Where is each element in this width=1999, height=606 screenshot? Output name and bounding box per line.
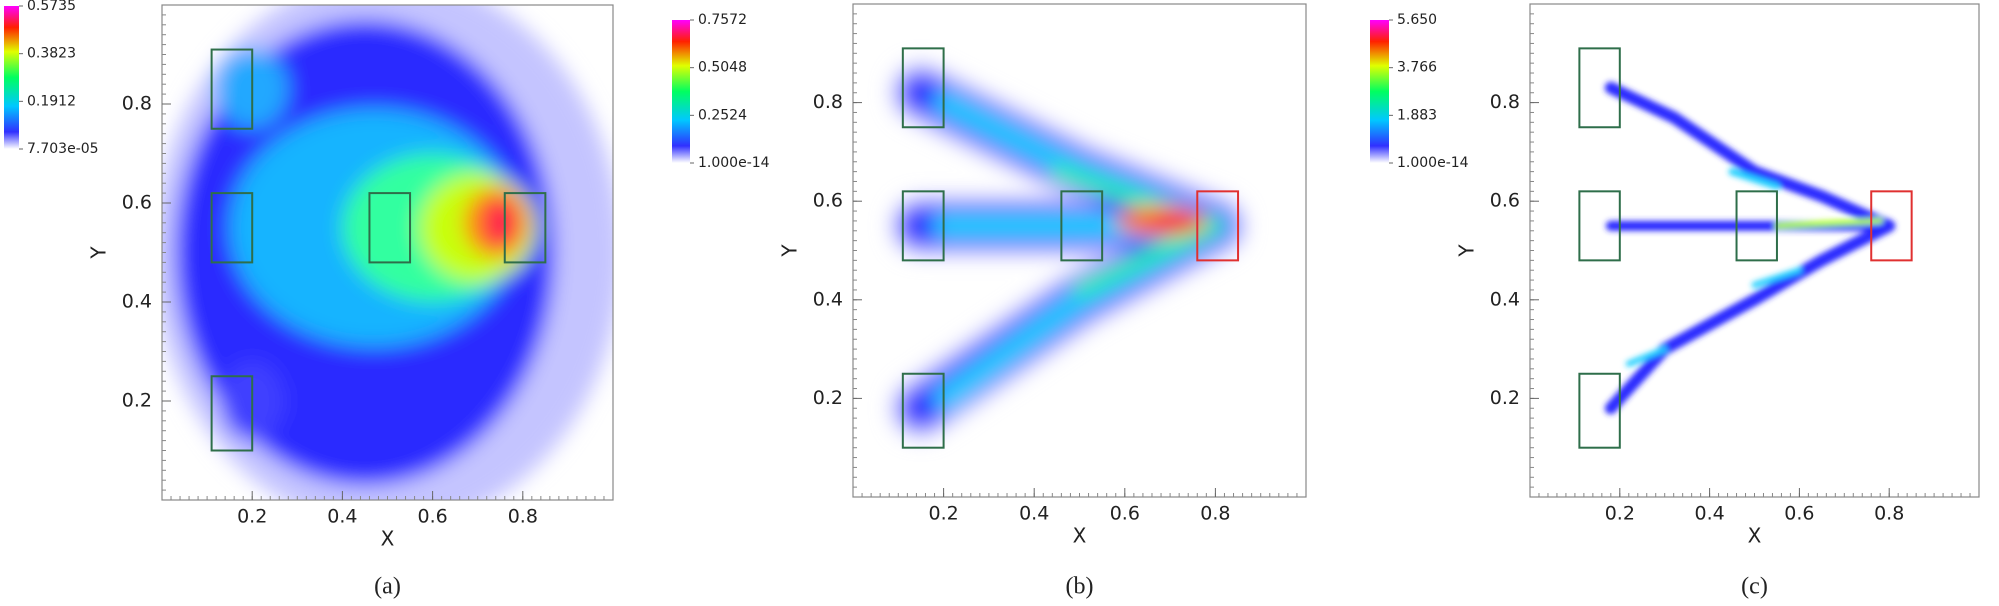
field-branch <box>1604 81 1896 232</box>
field-branch <box>1751 267 1803 289</box>
x-tick-label: 0.4 <box>1019 503 1049 525</box>
colorbar-label: 0.2524 <box>698 107 747 123</box>
colorbar-label: 1.000e-14 <box>1397 155 1469 171</box>
x-tick-label: 0.8 <box>1874 503 1904 525</box>
colorbar-label: 5.650 <box>1397 12 1437 28</box>
panel: 0.2 0.4 0.6 0.8 0.2 0.4 0.6 0.8 X Y (a) 7.703e-05 0.… <box>4 0 614 600</box>
field-branch <box>1073 219 1222 296</box>
field-branch <box>1625 346 1668 367</box>
region-box <box>901 190 945 262</box>
y-tick-label: 0.4 <box>122 291 152 313</box>
region-box <box>210 375 254 452</box>
y-tick-label: 0.2 <box>1490 387 1520 409</box>
x-tick-label: 0.6 <box>417 506 447 528</box>
x-tick-label: 0.2 <box>237 506 267 528</box>
colorbar <box>672 20 690 163</box>
colorbar-label: 7.703e-05 <box>27 141 99 157</box>
x-axis-label: X <box>1748 524 1762 548</box>
colorbar-label: 0.5048 <box>698 60 747 76</box>
y-tick-label: 0.8 <box>813 91 843 113</box>
y-tick-label: 0.8 <box>122 93 152 115</box>
target-box <box>1196 190 1240 262</box>
x-tick-label: 0.8 <box>1200 503 1230 525</box>
y-axis-label: Y <box>778 244 802 258</box>
field <box>890 62 1246 439</box>
x-axis-label: X <box>1073 524 1087 548</box>
y-tick-label: 0.6 <box>122 192 152 214</box>
panel-caption: (c) <box>1741 574 1768 600</box>
y-axis-label: Y <box>87 246 111 260</box>
field-branch <box>1728 168 1781 190</box>
x-tick-label: 0.2 <box>1605 503 1635 525</box>
region-box <box>1578 372 1621 449</box>
y-axis-label: Y <box>1455 244 1479 258</box>
region-box <box>901 372 945 449</box>
colorbar-label: 1.000e-14 <box>698 155 770 171</box>
x-tick-label: 0.4 <box>327 506 357 528</box>
y-tick-label: 0.8 <box>1490 91 1520 113</box>
colorbar-label: 0.5735 <box>27 0 76 14</box>
target-box <box>1870 190 1913 262</box>
region-box <box>1735 190 1778 262</box>
field-shapes <box>1604 81 1896 415</box>
y-tick-label: 0.4 <box>1490 288 1520 310</box>
region-box <box>1578 190 1621 262</box>
y-tick-label: 0.6 <box>813 190 843 212</box>
region-box <box>901 47 945 129</box>
panel-caption: (a) <box>374 574 401 600</box>
region-box <box>210 48 254 130</box>
colorbar-label: 0.7572 <box>698 12 747 28</box>
target-box <box>503 192 547 264</box>
field-shapes <box>890 62 1246 439</box>
x-tick-label: 0.6 <box>1110 503 1140 525</box>
region-box <box>1578 47 1621 129</box>
x-tick-label: 0.2 <box>928 503 958 525</box>
y-tick-label: 0.4 <box>813 288 843 310</box>
x-tick-label: 0.6 <box>1784 503 1814 525</box>
y-tick-label: 0.2 <box>813 387 843 409</box>
y-tick-label: 0.2 <box>122 390 152 412</box>
panel: 0.2 0.4 0.6 0.8 0.2 0.4 0.6 0.8 X Y (c) 1.000e-14 1.… <box>1370 3 1980 600</box>
field-branch <box>1773 217 1884 229</box>
x-tick-label: 0.8 <box>508 506 538 528</box>
colorbar-label: 0.1912 <box>27 93 76 109</box>
region-box <box>1060 190 1104 262</box>
colorbar-label: 1.883 <box>1397 107 1437 123</box>
colorbar-label: 0.3823 <box>27 46 76 62</box>
y-tick-label: 0.6 <box>1490 190 1520 212</box>
panel: 0.2 0.4 0.6 0.8 0.2 0.4 0.6 0.8 X Y (b) 1.000e-14 0.… <box>672 3 1307 600</box>
x-axis-label: X <box>381 527 395 551</box>
x-tick-label: 0.4 <box>1694 503 1724 525</box>
field-blob <box>1151 208 1207 234</box>
field-blob <box>484 198 517 248</box>
region-box <box>368 192 412 264</box>
field <box>1604 81 1896 415</box>
colorbar <box>1370 20 1389 163</box>
colorbar <box>4 6 19 149</box>
region-box <box>210 192 254 264</box>
colorbar-label: 3.766 <box>1397 60 1437 76</box>
panel-caption: (b) <box>1066 574 1094 600</box>
field-branch <box>1604 219 1896 415</box>
